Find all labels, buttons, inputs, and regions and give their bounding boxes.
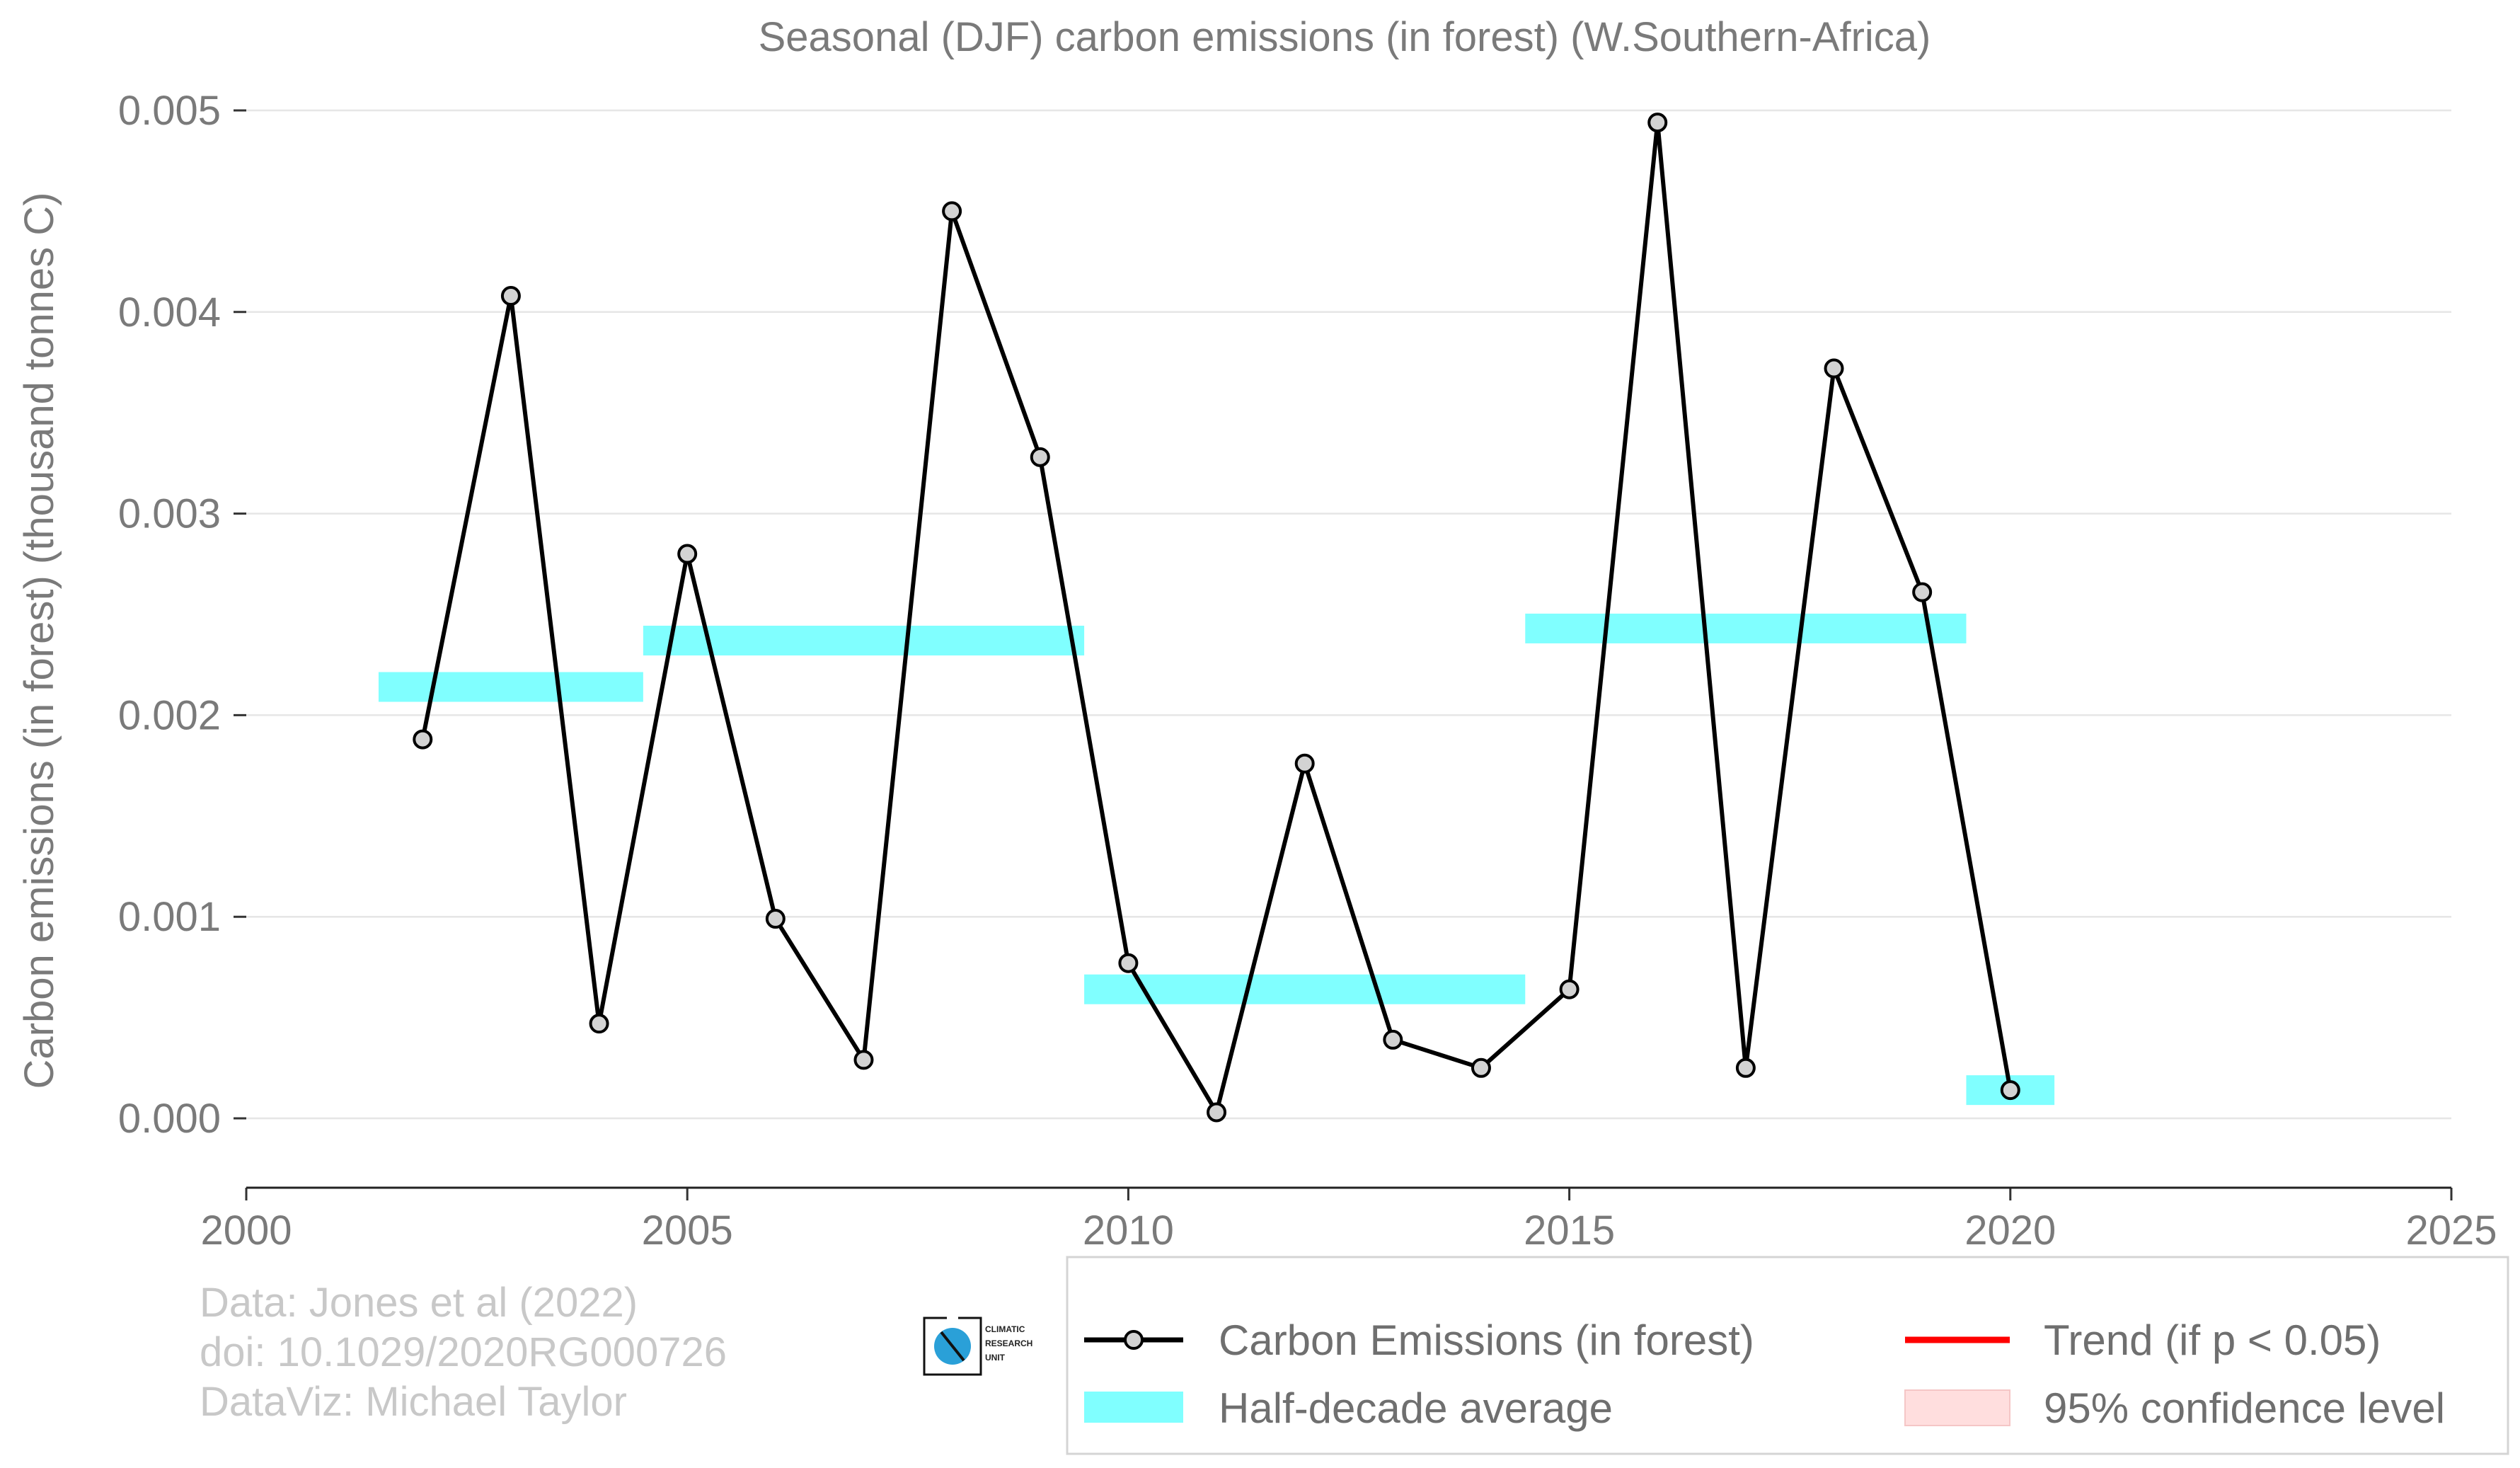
y-tick-label-5: 0.005 <box>118 88 221 134</box>
gridlines <box>246 109 2451 1120</box>
data-point-2016 <box>1647 113 1668 133</box>
data-point-2019 <box>1912 582 1933 602</box>
data-point-2007 <box>853 1050 874 1070</box>
data-point-2004 <box>589 1014 609 1034</box>
data-point-2009 <box>1030 447 1050 467</box>
data-point-2020 <box>2000 1080 2020 1101</box>
x-tick-label-5: 2025 <box>2405 1208 2497 1254</box>
data-point-2002 <box>413 729 433 750</box>
y-tick-label-0: 0.000 <box>118 1096 221 1142</box>
data-point-2003 <box>500 286 521 306</box>
data-point-2017 <box>1735 1057 1756 1078</box>
legend-band-average-icon <box>1084 1392 1183 1423</box>
y-axis-label: Carbon emissions (in forest) (thousand t… <box>16 193 62 1089</box>
y-tick-label-4: 0.004 <box>118 289 221 336</box>
x-tick-label-4: 2020 <box>1964 1208 2056 1254</box>
logo-text-3: UNIT <box>985 1353 1006 1363</box>
legend-patch-confidence-icon <box>1904 1389 2010 1426</box>
half-decade-band-2 <box>1084 974 1526 1004</box>
data-point-2011 <box>1207 1102 1227 1123</box>
x-tick-label-1: 2005 <box>642 1208 733 1254</box>
x-tick-label-0: 2000 <box>200 1208 292 1254</box>
x-tick-label-2: 2010 <box>1083 1208 1174 1254</box>
legend: Carbon Emissions (in forest) Half-decade… <box>1066 1256 2509 1455</box>
logo-stroke <box>940 1331 965 1362</box>
data-point-2015 <box>1559 979 1580 999</box>
data-point-2018 <box>1824 358 1844 379</box>
half-decade-band-3 <box>1525 613 1967 643</box>
y-tick-label-1: 0.001 <box>118 894 221 940</box>
credits: Data: Jones et al (2022) doi: 10.1029/20… <box>200 1280 727 1425</box>
data-point-2006 <box>765 909 786 929</box>
y-tick-label-3: 0.003 <box>118 491 221 537</box>
legend-frame <box>1066 1256 2509 1455</box>
legend-label-average: Half-decade average <box>1219 1384 1613 1432</box>
legend-label-trend: Trend (if p < 0.05) <box>2044 1317 2381 1364</box>
y-tick-label-2: 0.002 <box>118 692 221 738</box>
logo-mask <box>947 1313 958 1323</box>
chart-title: Seasonal (DJF) carbon emissions (in fore… <box>759 14 1931 60</box>
legend-label-confidence: 95% confidence level <box>2044 1384 2445 1432</box>
data-point-2010 <box>1118 953 1139 973</box>
credit-dataviz: DataViz: Michael Taylor <box>200 1379 627 1425</box>
half-decade-average-bands <box>378 613 2055 1106</box>
data-point-2013 <box>1383 1029 1403 1050</box>
half-decade-band-1 <box>643 626 1085 656</box>
climatic-research-unit-logo: CLIMATIC RESEARCH UNIT <box>923 1313 1032 1376</box>
y-axis-ticks: 0.000 0.001 0.002 0.003 0.004 0.005 <box>118 88 246 1142</box>
credit-data: Data: Jones et al (2022) <box>200 1280 638 1326</box>
data-point-2014 <box>1471 1057 1491 1078</box>
logo-text-1: CLIMATIC <box>985 1324 1025 1334</box>
credit-doi: doi: 10.1029/2020RG000726 <box>200 1329 727 1375</box>
data-point-2008 <box>942 201 962 222</box>
logo-text-2: RESEARCH <box>985 1338 1032 1348</box>
data-point-2012 <box>1294 753 1315 774</box>
legend-label-emissions: Carbon Emissions (in forest) <box>1219 1317 1754 1364</box>
x-tick-label-3: 2015 <box>1524 1208 1615 1254</box>
x-axis-ticks: 2000 2005 2010 2015 2020 2025 <box>200 1188 2497 1254</box>
legend-marker-emissions-icon <box>1124 1330 1144 1350</box>
series-carbon-emissions <box>413 113 2020 1123</box>
half-decade-band-0 <box>378 672 643 702</box>
data-point-2005 <box>677 544 698 564</box>
